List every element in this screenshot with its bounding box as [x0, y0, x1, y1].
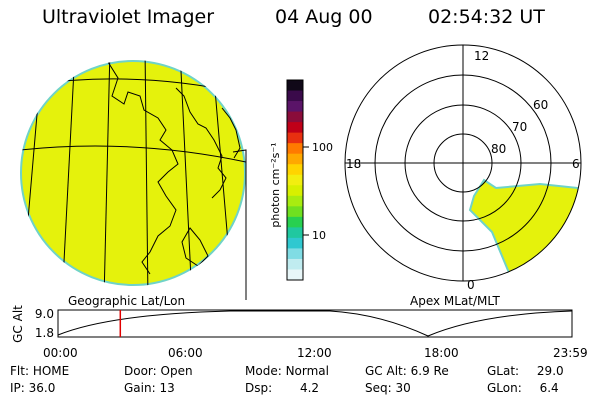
- status-gc-alt: GC Alt: 6.9 Re: [365, 364, 449, 378]
- geographic-globe: [20, 60, 247, 300]
- colorbar-swatch: [287, 80, 303, 92]
- colorbar-swatch: [287, 269, 303, 281]
- date-label: 04 Aug 00: [275, 6, 373, 28]
- altitude-xtick-0600: 06:00: [168, 346, 203, 360]
- colorbar-swatch: [287, 111, 303, 123]
- status-flt: Flt: HOME: [10, 364, 70, 378]
- colorbar: 100 10 photon cm⁻²s⁻¹: [269, 79, 333, 281]
- colorbar-frame: [286, 79, 304, 281]
- colorbar-swatch: [287, 90, 303, 102]
- mlt-label-0: 0: [467, 278, 475, 292]
- colorbar-swatch: [287, 132, 303, 144]
- status-glon: GLon: 6.4: [487, 381, 559, 395]
- colorbar-swatch: [287, 216, 303, 228]
- status-seq: Seq: 30: [365, 381, 411, 395]
- coastline: [175, 87, 227, 199]
- colorbar-swatch: [287, 101, 303, 113]
- colorbar-swatch: [287, 248, 303, 260]
- status-door: Door: Open: [124, 364, 193, 378]
- colorbar-tick-label-10: 10: [312, 229, 326, 242]
- altitude-xtick-0000: 00:00: [43, 346, 78, 360]
- status-gain: Gain: 13: [124, 381, 175, 395]
- colorbar-swatch: [287, 185, 303, 197]
- time-label: 02:54:32 UT: [428, 6, 545, 28]
- altitude-xtick-1200: 12:00: [297, 346, 332, 360]
- altitude-ytick-9: 9.0: [35, 307, 54, 321]
- instrument-title: Ultraviolet Imager: [42, 6, 215, 28]
- globe-emission-disk: [20, 60, 246, 286]
- coastline: [107, 61, 179, 275]
- polar-plot: 12 18 6 0 60 70 80: [344, 44, 582, 292]
- meridian-line: [179, 60, 193, 286]
- status-dsp: Dsp: 4.2: [245, 381, 320, 395]
- colorbar-swatch: [287, 174, 303, 186]
- altitude-curve: [57, 310, 573, 337]
- colorbar-swatch: [287, 237, 303, 249]
- colorbar-swatch: [287, 195, 303, 207]
- altitude-xtick-2359: 23:59: [553, 346, 588, 360]
- mlat-label-70: 70: [512, 120, 527, 134]
- colorbar-swatch: [287, 227, 303, 239]
- altitude-xtick-1800: 18:00: [424, 346, 459, 360]
- altitude-plot: 9.0 1.8 GC Alt 00:00 06:00 12:00 18:00 2…: [11, 305, 588, 360]
- colorbar-swatch: [287, 164, 303, 176]
- colorbar-units-label: photon cm⁻²s⁻¹: [269, 142, 282, 227]
- status-mode: Mode: Normal: [245, 364, 329, 378]
- colorbar-swatch: [287, 153, 303, 165]
- colorbar-swatch: [287, 258, 303, 270]
- mlt-label-12: 12: [474, 49, 489, 63]
- status-glat: GLat: 29.0: [487, 364, 564, 378]
- auroral-emission-region: [468, 178, 581, 281]
- mlt-label-6: 6: [572, 157, 580, 171]
- colorbar-swatch: [287, 122, 303, 134]
- mlat-label-80: 80: [491, 142, 506, 156]
- right-panel-caption: Apex MLat/MLT: [410, 294, 500, 308]
- colorbar-tick-label-100: 100: [312, 141, 333, 154]
- left-panel-caption: Geographic Lat/Lon: [68, 294, 185, 308]
- latitude-line: [20, 145, 246, 163]
- colorbar-swatches: [287, 80, 303, 281]
- meridian-line: [103, 60, 111, 286]
- meridian-line: [144, 60, 149, 286]
- mlat-label-60: 60: [533, 98, 548, 112]
- colorbar-swatch: [287, 206, 303, 218]
- altitude-plot-frame: [57, 309, 573, 338]
- coastline: [43, 65, 51, 93]
- meridian-line: [61, 60, 76, 286]
- altitude-ylabel: GC Alt: [11, 305, 25, 343]
- colorbar-swatch: [287, 143, 303, 155]
- mlt-label-18: 18: [346, 157, 361, 171]
- limb-gridline: [232, 149, 247, 300]
- altitude-ytick-1.8: 1.8: [35, 326, 54, 340]
- status-ip: IP: 36.0: [10, 381, 56, 395]
